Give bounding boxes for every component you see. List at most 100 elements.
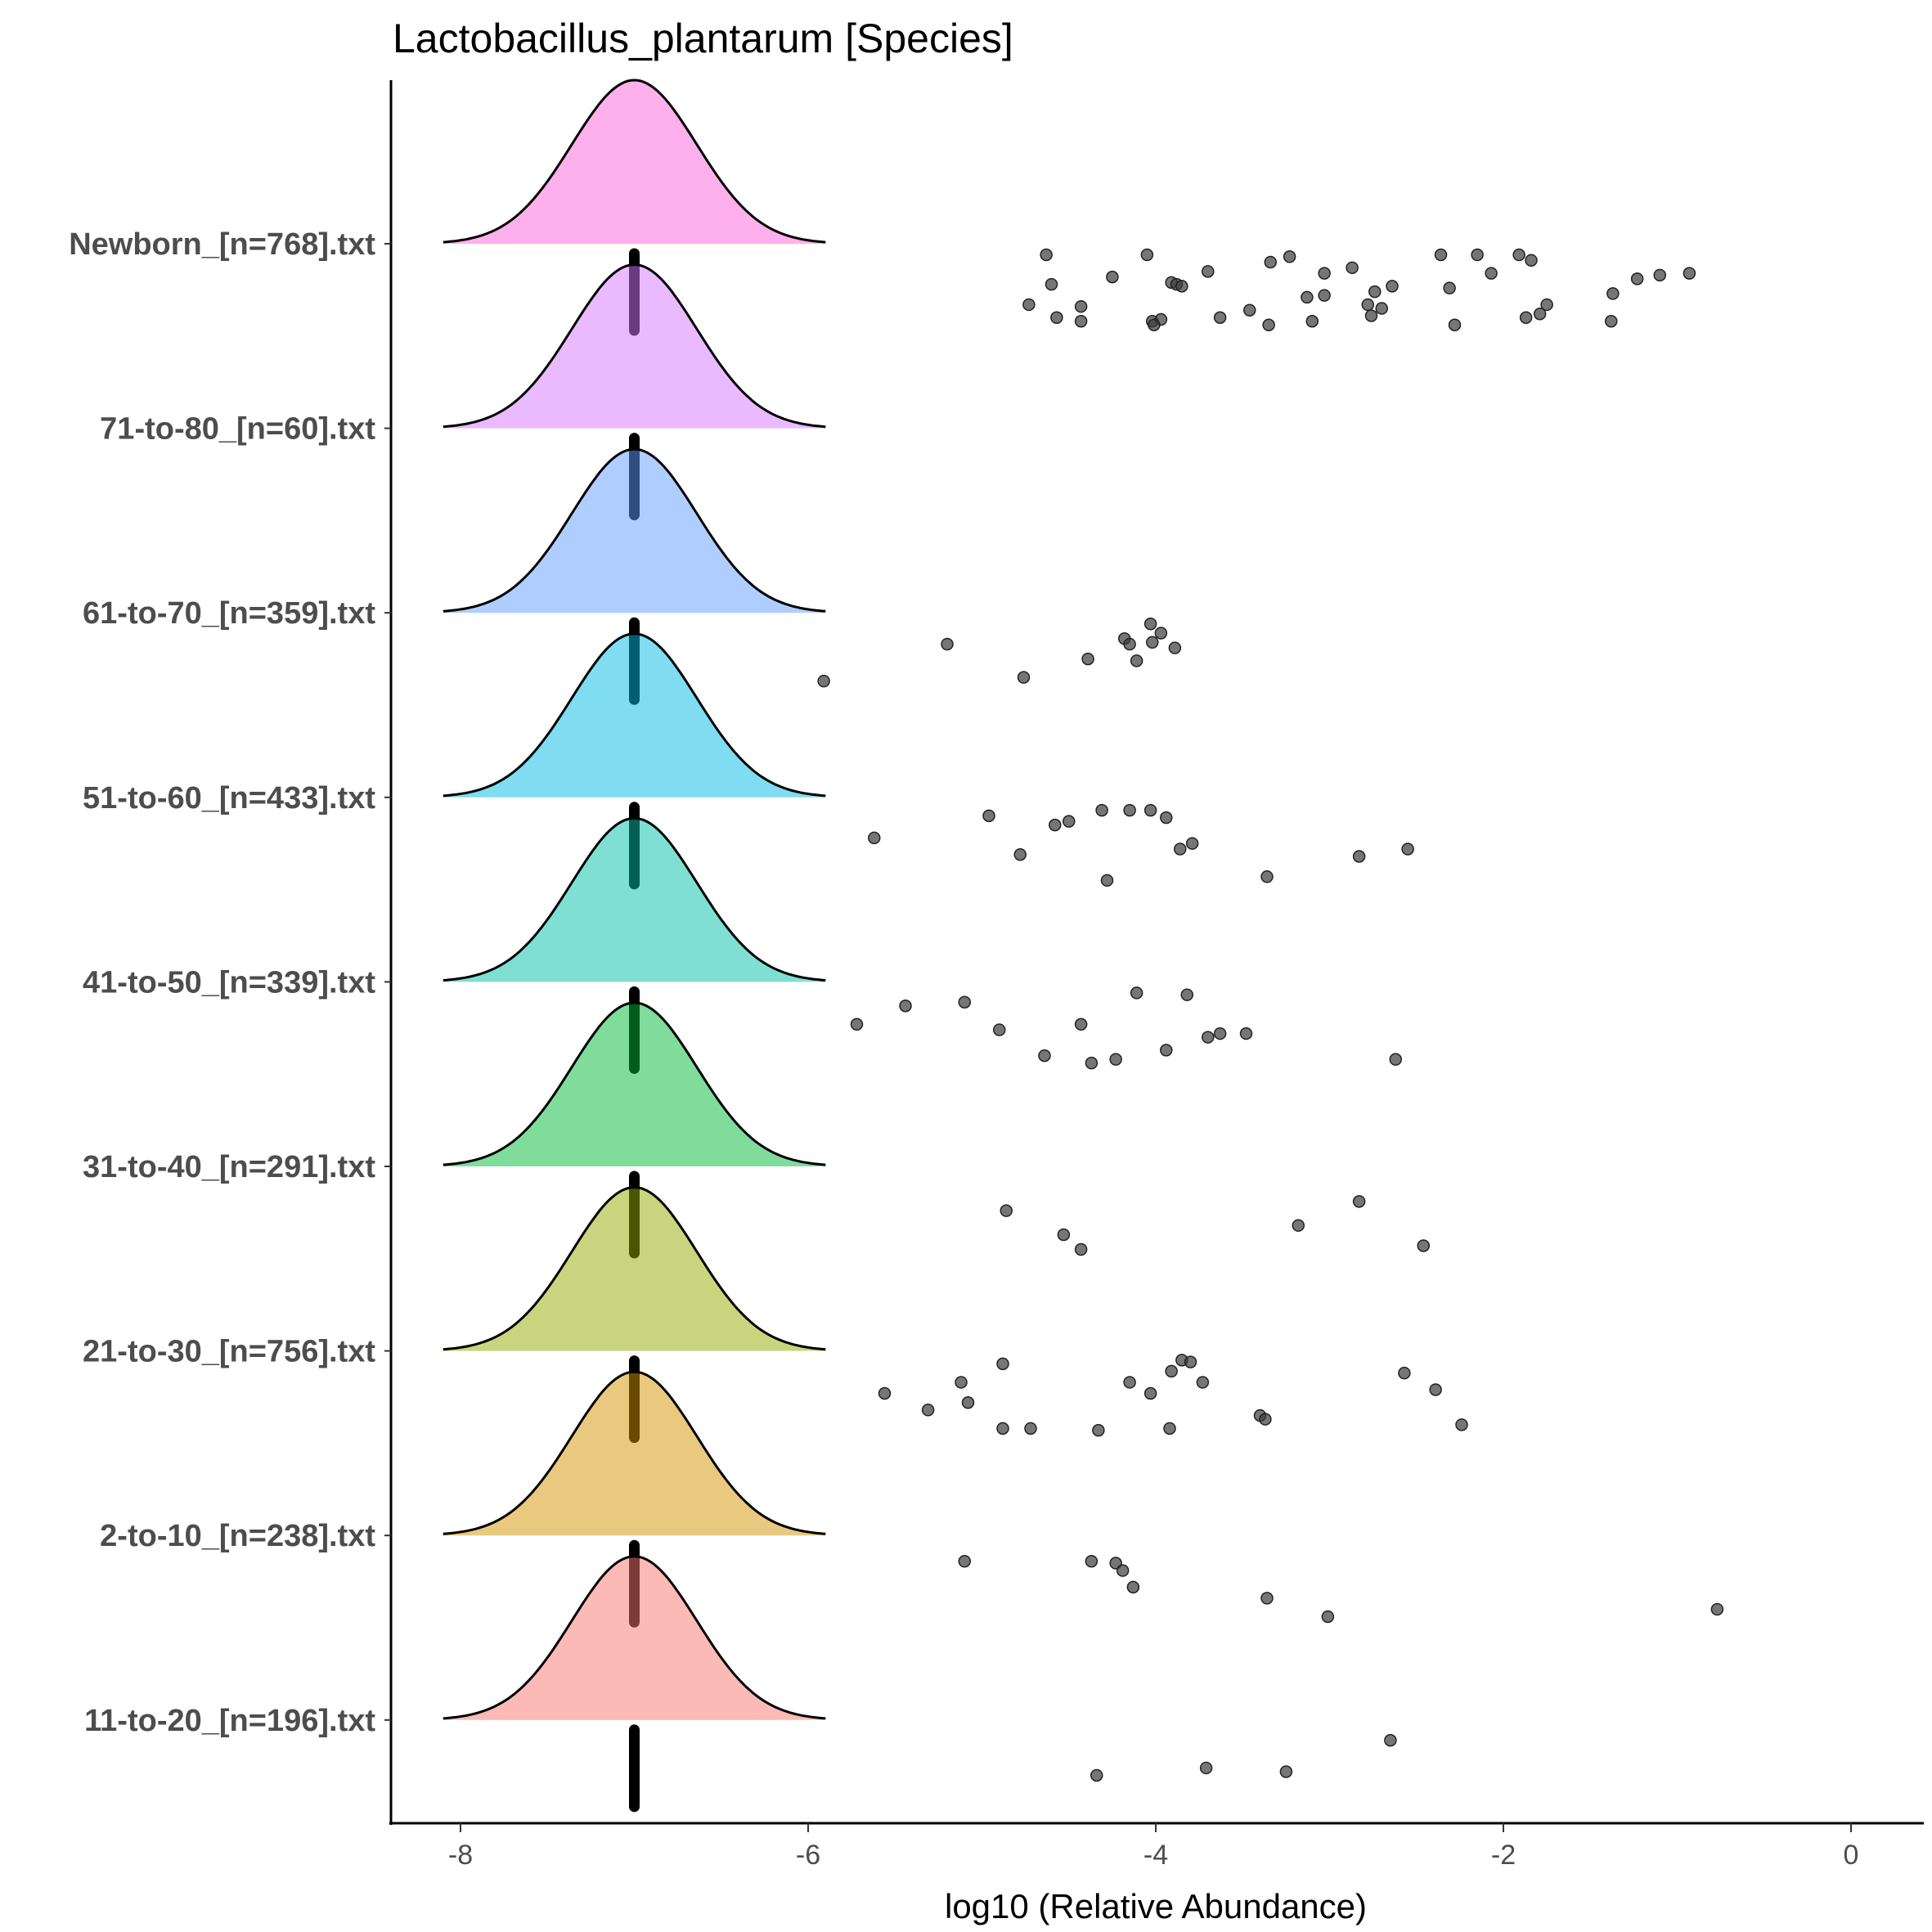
data-point [1389, 1053, 1402, 1066]
y-tick-label: 11-to-20_[n=196].txt [84, 1704, 375, 1738]
data-point [1279, 1765, 1293, 1778]
data-point [878, 1386, 892, 1400]
data-point [1301, 290, 1314, 304]
data-point [899, 999, 912, 1013]
y-tick-label: 31-to-40_[n=291].txt [83, 1150, 375, 1184]
data-point [1630, 272, 1644, 285]
data-point [996, 1422, 1009, 1436]
data-point [1262, 318, 1275, 332]
data-point [1196, 1376, 1210, 1389]
data-point [1199, 1761, 1213, 1775]
data-point [1123, 637, 1136, 651]
data-point [1074, 1242, 1088, 1256]
data-point [1525, 254, 1538, 267]
data-point [982, 809, 995, 823]
data-point [1368, 285, 1382, 299]
data-point [1386, 280, 1399, 293]
data-point [1106, 270, 1119, 284]
data-point [1057, 1228, 1071, 1242]
data-point [1045, 277, 1058, 291]
data-point [961, 1396, 975, 1409]
data-point [1455, 1418, 1468, 1431]
data-point [1123, 803, 1136, 817]
data-point [1260, 1592, 1274, 1605]
data-point [1049, 818, 1062, 832]
ridge-outline [443, 816, 826, 982]
data-point [1710, 1602, 1724, 1616]
data-point [1364, 309, 1378, 322]
data-point [1123, 1376, 1136, 1389]
data-point [1175, 280, 1188, 293]
data-point [1202, 265, 1215, 278]
data-point [1085, 1056, 1099, 1070]
data-point [1074, 299, 1088, 313]
data-point [1000, 1204, 1013, 1217]
data-point [1606, 287, 1620, 300]
ridge-outline [443, 447, 826, 613]
data-point [1022, 298, 1036, 312]
data-point [1540, 298, 1553, 312]
data-point [1512, 248, 1525, 262]
data-point [1163, 1422, 1176, 1436]
y-tick-label: Newborn_[n=768].txt [69, 227, 375, 262]
ridge-outline [443, 1555, 826, 1720]
data-point [1081, 652, 1094, 666]
data-point [1471, 248, 1484, 262]
data-point [1401, 842, 1414, 856]
ridge-fill [443, 80, 826, 244]
data-point [850, 1018, 864, 1031]
data-point [1443, 281, 1456, 294]
data-point [1375, 302, 1388, 315]
data-point [1148, 318, 1161, 332]
ridge-fill [443, 264, 826, 429]
data-point [1140, 248, 1154, 262]
x-tick-label: 0 [1844, 1840, 1859, 1871]
data-point [1100, 874, 1114, 887]
data-point [1168, 641, 1182, 654]
y-tick-label: 71-to-80_[n=60].txt [100, 412, 375, 447]
ridge-outline [443, 1001, 826, 1166]
ridge-fill [443, 818, 826, 982]
y-tick-label: 41-to-50_[n=339].txt [83, 965, 375, 1000]
data-point [1085, 1555, 1099, 1568]
x-tick-label: -8 [448, 1840, 473, 1871]
data-point [1160, 1044, 1173, 1057]
data-point [1013, 847, 1027, 861]
data-point [1116, 1564, 1130, 1577]
chart-title: Lactobacillus_plantarum [Species] [393, 16, 1013, 61]
ridge-fill [443, 1187, 826, 1351]
data-point [1429, 1383, 1442, 1396]
data-point [1130, 986, 1143, 1000]
data-point [1109, 1053, 1122, 1066]
ridge-outline [443, 79, 826, 244]
ridge-fill [443, 1372, 826, 1536]
data-point [1063, 815, 1076, 828]
data-point [1143, 1386, 1157, 1400]
data-point [993, 1023, 1006, 1036]
data-point [868, 831, 881, 845]
data-point [958, 1555, 971, 1568]
data-point [1202, 1031, 1215, 1044]
data-point [1165, 1364, 1178, 1378]
data-point [1318, 267, 1331, 280]
data-point [1292, 1219, 1305, 1232]
ridges-layer [443, 79, 826, 1720]
data-point [1143, 803, 1157, 817]
data-point [1683, 267, 1696, 280]
ridge-outline [443, 1370, 826, 1535]
x-tick-label: -2 [1491, 1840, 1516, 1871]
data-point [1653, 268, 1666, 282]
data-point [817, 674, 830, 688]
data-point [1321, 1610, 1335, 1624]
data-point [1074, 315, 1088, 328]
data-point [1143, 617, 1157, 631]
x-tick-label: -6 [796, 1840, 820, 1871]
data-point [1146, 636, 1159, 649]
ridge-fill [443, 1003, 826, 1166]
data-point [1090, 1768, 1103, 1782]
points-layer [629, 248, 1724, 1813]
data-point [1260, 870, 1274, 883]
data-point [1038, 1049, 1051, 1063]
data-point [1398, 1366, 1411, 1380]
data-point [1074, 1018, 1088, 1031]
